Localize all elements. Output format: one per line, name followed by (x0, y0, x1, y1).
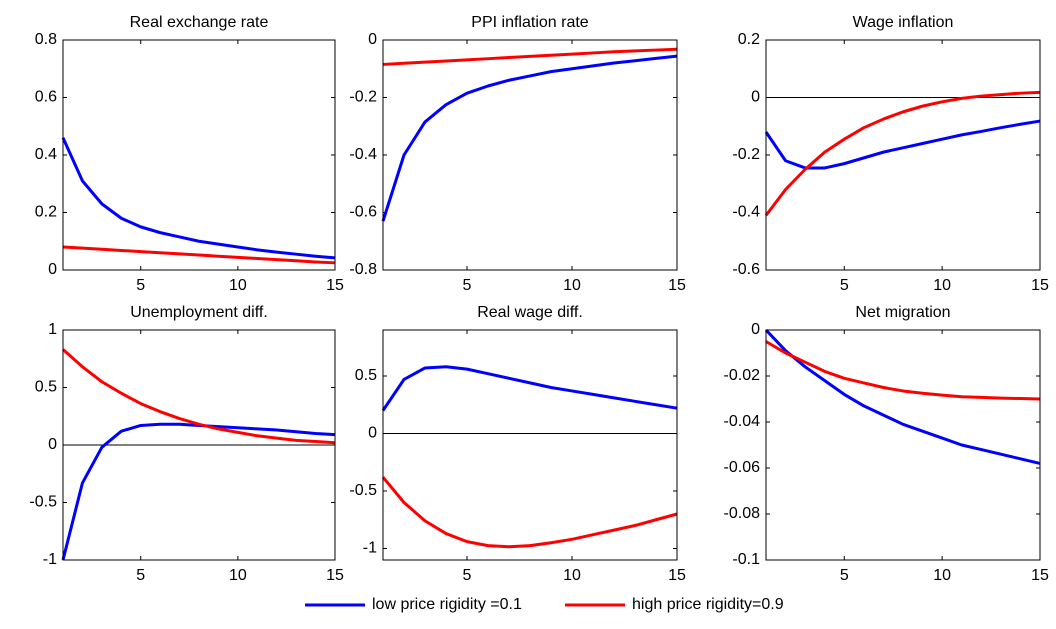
panel-title: PPI inflation rate (471, 14, 589, 31)
x-tick-label: 5 (463, 277, 472, 294)
y-tick-label: 1 (48, 321, 57, 338)
plot-frame (765, 329, 1041, 561)
series-line (381, 365, 678, 412)
panel-title: Real exchange rate (130, 14, 269, 31)
x-tick-label: 5 (840, 277, 849, 294)
y-tick-label: 0.5 (35, 379, 57, 396)
series-line (764, 328, 1041, 465)
x-tick-label: 15 (1031, 567, 1049, 584)
series-line (381, 476, 678, 549)
y-tick-label: -0.4 (349, 146, 377, 163)
y-tick-label: -0.2 (732, 146, 760, 163)
y-tick-label: -0.4 (732, 204, 760, 221)
y-tick-label: -0.1 (732, 551, 760, 568)
x-tick-label: 15 (1031, 277, 1049, 294)
y-tick-label: -0.8 (349, 261, 377, 278)
series-line (61, 137, 336, 260)
y-tick-label: 0.6 (35, 89, 57, 106)
legend-label: high price rigidity=0.9 (632, 596, 784, 613)
y-tick-label: -1 (363, 540, 377, 557)
x-tick-label: 5 (840, 567, 849, 584)
y-tick-label: -0.04 (724, 413, 761, 430)
y-tick-label: -0.2 (349, 89, 377, 106)
x-tick-label: 10 (563, 277, 581, 294)
panel-title: Net migration (855, 304, 950, 321)
plot-frame (382, 329, 678, 561)
series-line (62, 348, 336, 445)
plot-frame (765, 39, 1041, 271)
plot-frame (62, 39, 336, 271)
y-tick-label: 0.5 (355, 367, 377, 384)
y-tick-label: 0 (751, 321, 760, 338)
x-tick-label: 5 (136, 567, 145, 584)
y-tick-label: 0.8 (35, 31, 57, 48)
y-tick-label: -0.5 (349, 482, 377, 499)
y-tick-label: -1 (43, 551, 57, 568)
x-tick-label: 15 (668, 277, 686, 294)
x-tick-label: 5 (463, 567, 472, 584)
panel-title: Real wage diff. (477, 304, 583, 321)
x-tick-label: 10 (229, 277, 247, 294)
plot-frame (62, 329, 336, 561)
series-line (765, 340, 1041, 401)
y-tick-label: -0.06 (724, 459, 761, 476)
legend-label: low price rigidity =0.1 (372, 596, 522, 613)
y-tick-label: -0.5 (29, 494, 57, 511)
x-tick-label: 10 (933, 277, 951, 294)
x-tick-label: 10 (229, 567, 247, 584)
y-tick-label: -0.6 (349, 204, 377, 221)
y-tick-label: 0 (751, 89, 760, 106)
x-tick-label: 5 (136, 277, 145, 294)
series-line (381, 54, 678, 222)
y-tick-label: 0 (48, 436, 57, 453)
panel-title: Wage inflation (853, 14, 954, 31)
series-line (62, 245, 336, 265)
series-line (764, 90, 1041, 217)
x-tick-label: 15 (326, 567, 344, 584)
y-tick-label: 0 (48, 261, 57, 278)
y-tick-label: 0 (368, 31, 377, 48)
series-line (764, 119, 1041, 170)
y-tick-label: 0 (368, 425, 377, 442)
y-tick-label: -0.02 (724, 367, 761, 384)
x-tick-label: 15 (326, 277, 344, 294)
panel-title: Unemployment diff. (130, 304, 268, 321)
y-tick-label: -0.08 (724, 505, 761, 522)
plot-frame (382, 39, 678, 271)
y-tick-label: 0.2 (738, 31, 760, 48)
x-tick-label: 10 (933, 567, 951, 584)
x-tick-label: 10 (563, 567, 581, 584)
series-line (382, 47, 678, 66)
y-tick-label: -0.6 (732, 261, 760, 278)
x-tick-label: 15 (668, 567, 686, 584)
y-tick-label: 0.4 (35, 146, 57, 163)
y-tick-label: 0.2 (35, 204, 57, 221)
